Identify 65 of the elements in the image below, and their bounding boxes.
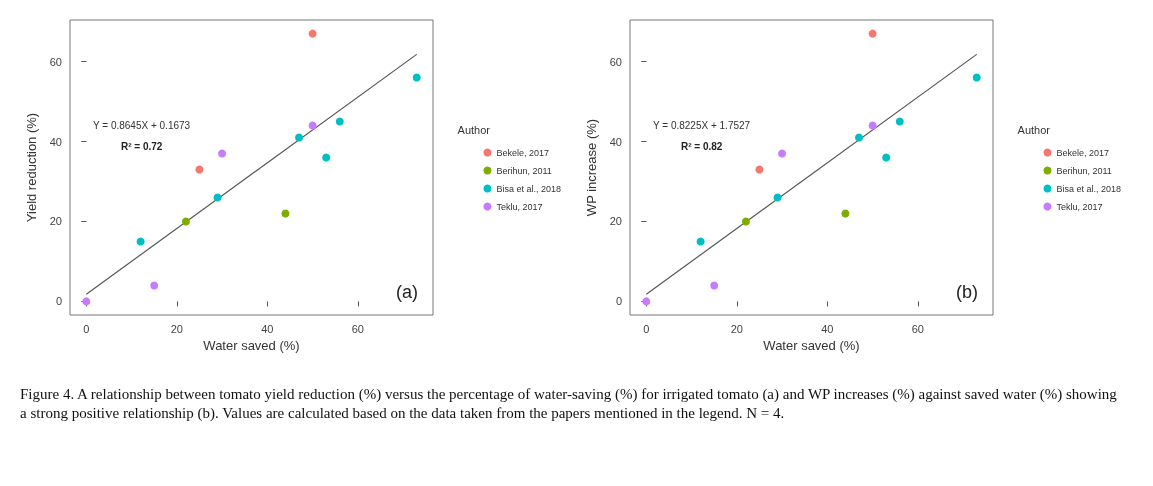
point — [868, 121, 877, 130]
legend-label: Berihun, 2011 — [1056, 165, 1112, 176]
point — [195, 165, 204, 174]
point — [82, 297, 91, 306]
legend-label: Teklu, 2017 — [496, 201, 543, 212]
x-tick-label: 40 — [261, 322, 274, 335]
y-tick-label: 40 — [609, 135, 622, 148]
point — [218, 149, 227, 158]
y-tick-label: 20 — [609, 215, 622, 228]
x-tick-label: 60 — [351, 322, 364, 335]
point — [972, 73, 981, 82]
point — [150, 281, 159, 290]
annotation: (b) — [956, 282, 978, 302]
x-tick-label: 0 — [643, 322, 650, 335]
annotation: Y = 0.8225X + 1.7527 — [653, 119, 751, 131]
point — [741, 217, 750, 226]
point — [322, 153, 331, 162]
x-tick-label: 20 — [730, 322, 743, 335]
point — [895, 117, 904, 126]
point — [213, 193, 222, 202]
legend-label: Berihun, 2011 — [496, 165, 552, 176]
point — [308, 121, 317, 130]
point — [778, 149, 787, 158]
point — [335, 117, 344, 126]
point — [281, 209, 290, 218]
x-tick-label: 0 — [83, 322, 90, 335]
annotation: R² = 0.72 — [121, 140, 163, 152]
y-tick-label: 60 — [609, 55, 622, 68]
legend-title: Author — [457, 123, 491, 136]
x-tick-label: 20 — [170, 322, 183, 335]
point — [755, 165, 764, 174]
y-tick-label: 0 — [55, 295, 62, 308]
legend-title: Author — [1017, 123, 1051, 136]
point — [308, 29, 317, 38]
y-tick-label: 40 — [49, 135, 62, 148]
x-axis-title: Water saved (%) — [763, 337, 860, 353]
point — [868, 29, 877, 38]
point — [412, 73, 421, 82]
y-axis-title: WP increase (%) — [584, 118, 599, 217]
annotation: (a) — [396, 282, 418, 302]
point — [773, 193, 782, 202]
y-tick-label: 20 — [49, 215, 62, 228]
point — [181, 217, 190, 226]
legend-label: Teklu, 2017 — [1056, 201, 1103, 212]
point — [295, 133, 304, 142]
y-tick-label: 0 — [615, 295, 622, 308]
point — [696, 237, 705, 246]
y-tick-label: 60 — [49, 55, 62, 68]
x-axis-title: Water saved (%) — [203, 337, 300, 353]
y-axis-title: Yield reduction (%) — [24, 112, 39, 223]
point — [855, 133, 864, 142]
point — [841, 209, 850, 218]
x-tick-label: 60 — [911, 322, 924, 335]
legend-label: Bekele, 2017 — [1056, 147, 1109, 158]
point — [642, 297, 651, 306]
point — [136, 237, 145, 246]
legend-label: Bekele, 2017 — [496, 147, 549, 158]
point — [710, 281, 719, 290]
annotation: R² = 0.82 — [681, 140, 723, 152]
legend-label: Bisa et al., 2018 — [496, 183, 561, 194]
annotation: Y = 0.8645X + 0.1673 — [93, 119, 191, 131]
x-tick-label: 40 — [821, 322, 834, 335]
caption: Figure 4. A relationship between tomato yield reduction (%) versus the percentage of water-saving (%) for irrigated tomato (a) and WP increases (%) against saved water (%) showing a strong positive relationship (b). Values are calculated based on the data taken from the papers mentioned in the legend. N = 4. — [20, 385, 1118, 423]
point — [882, 153, 891, 162]
legend-label: Bisa et al., 2018 — [1056, 183, 1121, 194]
